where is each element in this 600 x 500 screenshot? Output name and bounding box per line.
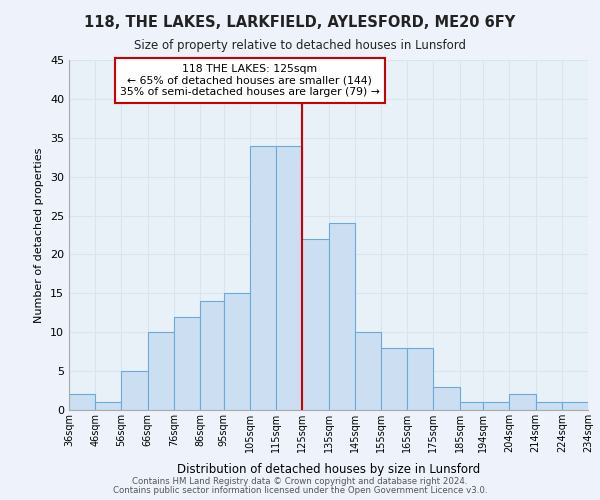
X-axis label: Distribution of detached houses by size in Lunsford: Distribution of detached houses by size …: [177, 464, 480, 476]
Text: 118, THE LAKES, LARKFIELD, AYLESFORD, ME20 6FY: 118, THE LAKES, LARKFIELD, AYLESFORD, ME…: [85, 15, 515, 30]
Bar: [95, 402, 121, 410]
Bar: [329, 224, 355, 410]
Bar: [69, 394, 95, 410]
Bar: [509, 394, 536, 410]
Bar: [250, 146, 276, 410]
Bar: [174, 316, 200, 410]
Text: Contains HM Land Registry data © Crown copyright and database right 2024.: Contains HM Land Registry data © Crown c…: [132, 477, 468, 486]
Bar: [483, 402, 509, 410]
Bar: [148, 332, 174, 410]
Y-axis label: Number of detached properties: Number of detached properties: [34, 148, 44, 322]
Bar: [276, 146, 302, 410]
Bar: [121, 371, 148, 410]
Text: 118 THE LAKES: 125sqm
← 65% of detached houses are smaller (144)
35% of semi-det: 118 THE LAKES: 125sqm ← 65% of detached …: [120, 64, 380, 97]
Bar: [460, 402, 483, 410]
Text: Size of property relative to detached houses in Lunsford: Size of property relative to detached ho…: [134, 39, 466, 52]
Bar: [200, 301, 224, 410]
Bar: [433, 386, 460, 410]
Bar: [302, 239, 329, 410]
Bar: [224, 294, 250, 410]
Bar: [355, 332, 381, 410]
Bar: [407, 348, 433, 410]
Text: Contains public sector information licensed under the Open Government Licence v3: Contains public sector information licen…: [113, 486, 487, 495]
Bar: [562, 402, 588, 410]
Bar: [381, 348, 407, 410]
Bar: [536, 402, 562, 410]
